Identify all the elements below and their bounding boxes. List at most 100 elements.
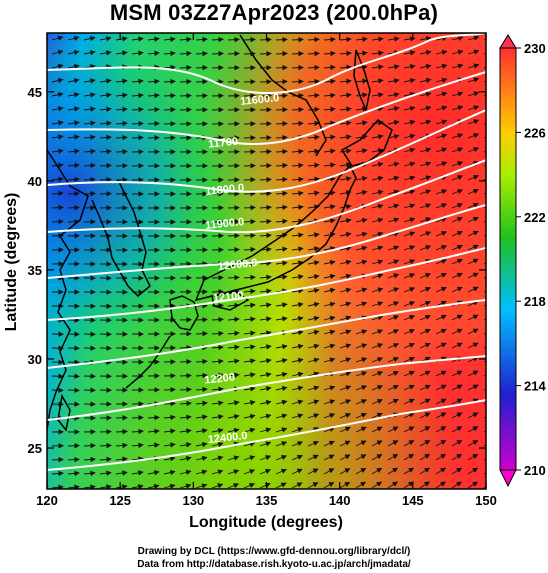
colorbar-tick-label: 226: [524, 125, 546, 140]
wind-arrow: [259, 482, 271, 489]
wind-arrow: [243, 330, 256, 336]
wind-arrow: [451, 272, 463, 279]
wind-arrow: [275, 134, 288, 141]
wind-arrow: [371, 259, 384, 265]
wind-arrow: [211, 441, 224, 448]
x-axis-title: Longitude (degrees): [189, 514, 343, 531]
wind-arrow: [259, 441, 272, 447]
wind-arrow: [51, 190, 64, 197]
wind-arrow: [323, 482, 335, 489]
chart-title: MSM 03Z27Apr2023 (200.0hPa): [109, 0, 439, 25]
wind-arrow: [307, 371, 320, 377]
wind-arrow: [291, 232, 304, 238]
wind-arrow: [387, 119, 400, 126]
wind-arrow: [163, 483, 176, 489]
wind-arrow: [147, 106, 160, 113]
wind-arrow: [307, 357, 320, 363]
wind-arrow: [227, 316, 240, 323]
wind-arrow: [211, 372, 224, 379]
wind-arrow: [387, 92, 400, 98]
wind-arrow: [435, 258, 447, 265]
wind-arrow: [467, 258, 479, 265]
wind-arrow: [323, 315, 336, 321]
colorbar-tick-label: 222: [524, 210, 546, 225]
wind-arrow: [355, 217, 368, 224]
wind-arrow: [451, 398, 463, 405]
wind-arrow: [451, 63, 464, 69]
wind-arrow: [403, 203, 416, 209]
wind-arrow: [243, 316, 256, 322]
wind-arrow: [323, 120, 336, 126]
colorbar: 210 214 218 222 226 230: [499, 34, 546, 488]
wind-arrow: [435, 384, 447, 391]
wind-arrow: [403, 398, 415, 405]
wind-arrow: [115, 78, 128, 84]
wind-arrow: [451, 467, 463, 475]
wind-arrow: [467, 412, 479, 419]
wind-arrow: [323, 246, 336, 252]
wind-arrow: [243, 232, 256, 239]
wind-arrow: [259, 288, 272, 294]
wind-arrow: [99, 470, 112, 476]
wind-arrow: [323, 329, 336, 335]
wind-arrow: [371, 357, 384, 363]
wind-arrow: [83, 148, 96, 155]
wind-arrow: [419, 467, 431, 475]
wind-arrow: [211, 65, 224, 71]
wind-arrow: [387, 357, 400, 363]
contour-label: 12100.: [212, 289, 247, 304]
wind-arrow: [467, 481, 479, 489]
wind-arrow: [323, 162, 336, 168]
wind-arrow: [387, 106, 400, 112]
wind-arrow: [67, 92, 80, 98]
wind-arrow: [451, 91, 464, 97]
wind-arrow: [451, 258, 463, 265]
wind-arrow: [419, 161, 432, 167]
wind-arrow: [83, 50, 96, 56]
wind-arrow: [307, 399, 320, 405]
wind-arrow: [275, 468, 287, 475]
wind-arrow: [355, 176, 368, 182]
wind-arrow: [419, 287, 431, 293]
wind-arrow: [435, 314, 447, 321]
wind-arrow: [275, 176, 288, 183]
wind-arrow: [467, 216, 479, 223]
wind-arrow: [387, 259, 400, 265]
wind-arrow: [435, 217, 448, 223]
wind-arrow: [339, 176, 352, 182]
wind-arrow: [467, 440, 479, 447]
wind-arrow: [99, 148, 112, 155]
wind-arrow: [259, 344, 272, 350]
wind-arrow: [131, 92, 144, 99]
wind-arrow: [403, 259, 416, 265]
wind-arrow: [99, 176, 112, 183]
wind-arrow: [451, 230, 463, 237]
x-tick-label: 125: [109, 493, 131, 508]
wind-arrow: [451, 161, 464, 167]
wind-arrow: [291, 399, 304, 405]
wind-arrow: [419, 63, 432, 70]
wind-arrow: [339, 385, 352, 391]
contour-label: 12400.0: [207, 430, 248, 446]
wind-arrow: [419, 49, 432, 56]
wind-arrow: [51, 456, 64, 463]
wind-arrow: [275, 385, 288, 392]
wind-arrow: [99, 484, 112, 489]
wind-arrow: [211, 344, 224, 351]
wind-arrow: [435, 119, 448, 125]
height-contours: 11600.0 11700. 11800.0 11900.0 12000.0 12100.…: [47, 33, 486, 471]
wind-arrow: [99, 106, 112, 112]
wind-arrow: [355, 134, 368, 140]
wind-arrow: [451, 216, 463, 223]
wind-arrow: [179, 93, 192, 99]
coast-mainland-north: [239, 34, 327, 157]
wind-arrow: [451, 314, 463, 321]
wind-arrow: [435, 286, 447, 293]
wind-arrow: [403, 147, 416, 153]
wind-arrow: [387, 315, 400, 321]
wind-arrow: [259, 36, 272, 43]
wind-arrow: [211, 400, 224, 406]
wind-arrow: [355, 245, 368, 251]
wind-arrow: [195, 79, 208, 85]
wind-arrow: [371, 134, 384, 140]
